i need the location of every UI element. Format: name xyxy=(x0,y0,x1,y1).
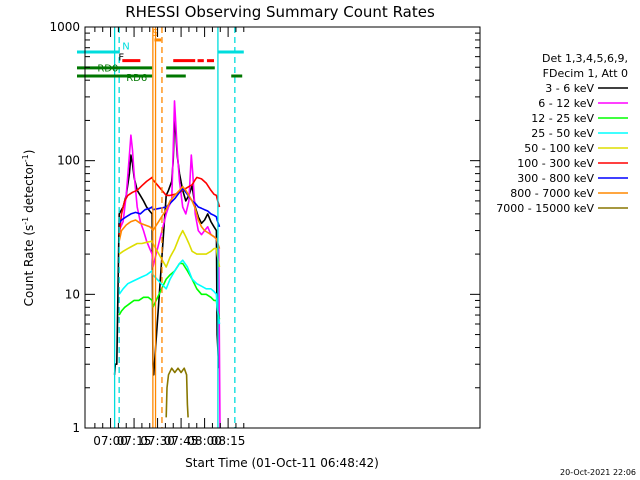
y-tick-label: 10 xyxy=(65,287,80,301)
x-tick-label: 07:45 xyxy=(164,434,199,448)
data-layer xyxy=(113,100,221,429)
y-tick-label: 100 xyxy=(57,154,80,168)
x-tick-label: 07:15 xyxy=(117,434,152,448)
y-tick-label: 1 xyxy=(72,421,80,435)
legend-entry-label: 50 - 100 keV xyxy=(524,142,594,155)
series-line-7 xyxy=(118,187,221,228)
annotation-label: F xyxy=(118,53,124,64)
x-tick-label: 08:00 xyxy=(187,434,222,448)
legend-header-line1: Det 1,3,4,5,6,9, xyxy=(542,52,628,65)
legend-entry-label: 100 - 300 keV xyxy=(517,157,594,170)
y-axis-label: Count Rate (s-1 detector-1) xyxy=(21,150,36,307)
annotation-label: RD6 xyxy=(126,73,147,84)
series-line-3 xyxy=(118,262,221,320)
y-tick-label: 1000 xyxy=(49,20,80,34)
timestamp: 20-Oct-2021 22:06 xyxy=(560,468,636,477)
legend-entry-label: 300 - 800 keV xyxy=(517,172,594,185)
legend-entry-label: 12 - 25 keV xyxy=(531,112,594,125)
series-line-9 xyxy=(165,367,189,418)
annotation-label: N xyxy=(122,41,129,52)
legend: Det 1,3,4,5,6,9, FDecim 1, Att 0 3 - 6 k… xyxy=(496,52,628,215)
plot-frame xyxy=(84,26,481,429)
x-axis-label: Start Time (01-Oct-11 06:48:42) xyxy=(185,456,379,470)
chart-title: RHESSI Observing Summary Count Rates xyxy=(125,3,435,21)
x-tick-label: 07:30 xyxy=(140,434,175,448)
series-line-4 xyxy=(118,259,221,325)
annotation-label: S xyxy=(152,28,158,39)
legend-header-line2: FDecim 1, Att 0 xyxy=(543,67,628,80)
series-line-5 xyxy=(118,229,221,268)
legend-entry-label: 800 - 7000 keV xyxy=(510,187,594,200)
legend-entry-label: 3 - 6 keV xyxy=(545,82,594,95)
x-tick-label: 08:15 xyxy=(211,434,246,448)
legend-entry-label: 25 - 50 keV xyxy=(531,127,594,140)
annotation-layer: NF S RD0 RD6 xyxy=(77,27,244,428)
legend-entry-label: 7000 - 15000 keV xyxy=(496,202,594,215)
series-line-2 xyxy=(118,100,221,429)
legend-entry-label: 6 - 12 keV xyxy=(538,97,594,110)
annotation-label: RD0 xyxy=(97,63,118,74)
x-tick-label: 07:00 xyxy=(93,434,128,448)
series-line-8 xyxy=(118,185,221,249)
